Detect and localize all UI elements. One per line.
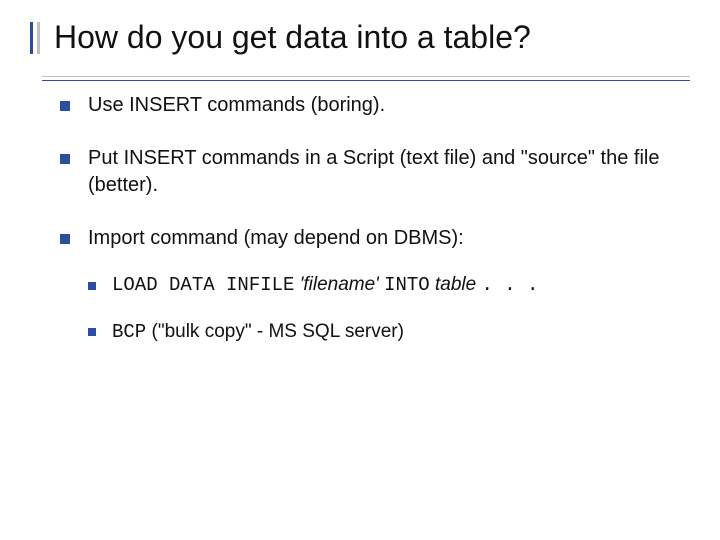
sub-bullet-list: LOAD DATA INFILE 'filename' INTO table .… xyxy=(88,272,680,345)
code-arg: 'filename' xyxy=(300,274,379,295)
title-accent-mark xyxy=(30,22,44,54)
bullet-item: Put INSERT commands in a Script (text fi… xyxy=(60,145,680,199)
code-ellipsis: . . . xyxy=(481,274,538,296)
code-keyword: LOAD DATA INFILE xyxy=(112,274,294,296)
sub-bullet-item: BCP ("bulk copy" - MS SQL server) xyxy=(88,319,680,346)
bullet-item: Use INSERT commands (boring). xyxy=(60,92,680,119)
slide: How do you get data into a table? Use IN… xyxy=(0,0,720,540)
slide-title: How do you get data into a table? xyxy=(54,18,690,56)
sub-bullet-item: LOAD DATA INFILE 'filename' INTO table .… xyxy=(88,272,680,299)
slide-body: Use INSERT commands (boring). Put INSERT… xyxy=(60,92,680,371)
bullet-text: Put INSERT commands in a Script (text fi… xyxy=(88,147,659,196)
title-underline xyxy=(42,76,690,81)
bullet-text: ("bulk copy" - MS SQL server) xyxy=(152,321,404,342)
code-arg: table xyxy=(435,274,476,295)
bullet-item: Import command (may depend on DBMS): LOA… xyxy=(60,225,680,345)
title-area: How do you get data into a table? xyxy=(30,18,690,56)
code-keyword: INTO xyxy=(384,274,430,296)
bullet-text: Use INSERT commands (boring). xyxy=(88,94,385,116)
bullet-list: Use INSERT commands (boring). Put INSERT… xyxy=(60,92,680,345)
code-keyword: BCP xyxy=(112,321,146,343)
bullet-text: Import command (may depend on DBMS): xyxy=(88,227,464,249)
